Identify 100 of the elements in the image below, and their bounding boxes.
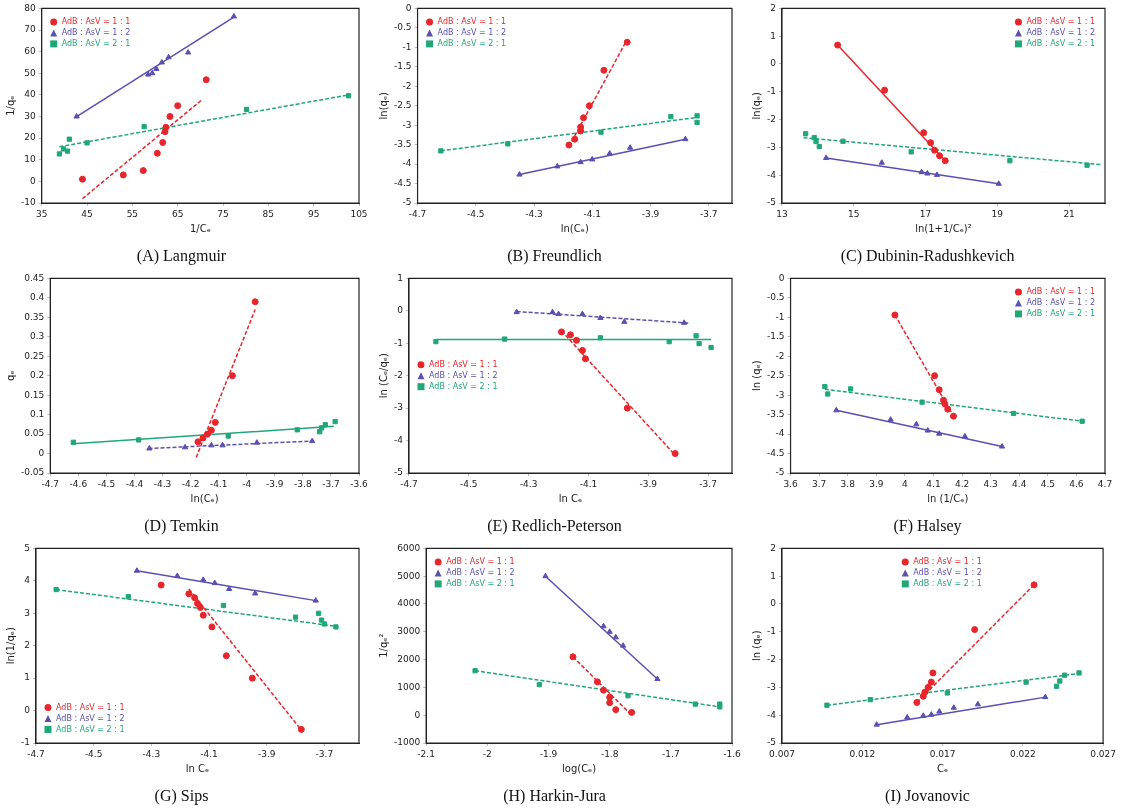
legend-label: AdB : AsV = 1 : 2	[913, 567, 982, 577]
text: (B) Freundlich	[507, 246, 602, 265]
y-tick-label: -1.5	[394, 61, 412, 72]
y-tick-label: -3.5	[394, 138, 412, 149]
x-tick-label: -4.3	[153, 478, 172, 489]
x-tick-label: 4.3	[983, 478, 998, 489]
y-tick-label: 0.45	[24, 272, 45, 283]
x-tick-label: 4.4	[1012, 478, 1027, 489]
x-tick-label: 0.017	[929, 748, 956, 759]
y-tick-label: 0.05	[24, 428, 45, 439]
legend-label: AdB : AsV = 2 : 1	[1026, 38, 1095, 48]
x-tick-label: 0.012	[849, 748, 876, 759]
x-axis-title: ln Cₑ	[558, 493, 583, 505]
y-tick-label: -3	[766, 681, 776, 692]
y-tick-label: -2	[402, 80, 412, 91]
x-tick-label: 3.8	[840, 478, 856, 489]
x-tick-label: -2	[482, 748, 492, 759]
legend-label: AdB : AsV = 1 : 2	[1026, 27, 1095, 37]
y-tick-label: -0.05	[20, 467, 45, 478]
x-tick-label: -4.3	[525, 208, 543, 219]
x-tick-label: -3.7	[315, 748, 334, 759]
x-tick-label: 35	[35, 208, 48, 219]
y-tick-label: 0.1	[29, 408, 45, 419]
y-tick-label: -3.5	[767, 408, 785, 419]
y-tick-label: 3000	[397, 626, 421, 637]
x-tick-label: -1.6	[723, 748, 742, 759]
x-tick-label: -4.1	[579, 478, 598, 489]
legend-label: AdB : AsV = 1 : 1	[437, 16, 507, 26]
x-tick-label: -3.8	[294, 478, 312, 489]
x-tick-label: 45	[81, 208, 93, 219]
x-tick-label: -3.9	[257, 748, 276, 759]
x-tick-label: 105	[350, 208, 368, 219]
y-tick-label: -4	[393, 434, 404, 445]
x-tick-label: 3.7	[811, 478, 827, 489]
legend-label: AdB : AsV = 1 : 2	[55, 713, 125, 723]
x-tick-label: -4.5	[84, 748, 103, 759]
y-tick-label: -3	[775, 389, 785, 400]
y-tick-label: -4	[402, 158, 412, 169]
x-tick-label: -3.7	[699, 478, 717, 489]
x-axis-title: 1/Cₑ	[189, 223, 211, 235]
x-tick-label: 19	[991, 208, 1004, 219]
legend-label: AdB : AsV = 1 : 1	[61, 16, 131, 26]
x-axis-title: ln (1/Cₑ)	[927, 493, 969, 505]
x-tick-label: 55	[126, 208, 139, 219]
x-tick-label: 3.9	[869, 478, 884, 489]
x-tick-label: -4.3	[142, 748, 161, 759]
y-tick-label: -5	[393, 467, 403, 478]
y-tick-label: 0	[770, 58, 777, 69]
y-tick-label: 0	[405, 2, 412, 13]
x-tick-label: -4.7	[41, 478, 60, 489]
x-tick-label: -4.7	[400, 478, 418, 489]
x-tick-label: -4.2	[181, 478, 200, 489]
x-tick-label: -3.7	[322, 478, 340, 489]
y-tick-label: 2	[24, 640, 30, 651]
y-tick-label: 0.35	[24, 311, 45, 322]
y-tick-label: 0.4	[29, 292, 45, 303]
x-tick-label: -1.7	[662, 748, 680, 759]
y-axis-title: 1/qₑ²	[377, 633, 389, 658]
y-tick-label: 40	[24, 89, 36, 100]
y-tick-label: 0	[770, 598, 777, 609]
legend-label: AdB : AsV = 2 : 1	[913, 578, 982, 588]
y-tick-label: -4.5	[767, 447, 785, 458]
legend-label: AdB : AsV = 1 : 1	[1026, 16, 1095, 26]
y-tick-label: 60	[24, 45, 36, 56]
y-tick-label: 70	[24, 24, 36, 35]
x-tick-label: -3.9	[266, 478, 284, 489]
x-tick-label: 0.027	[1090, 748, 1116, 759]
y-tick-label: 5	[24, 542, 30, 553]
y-tick-label: -3	[766, 141, 776, 152]
legend-label: AdB : AsV = 1 : 2	[437, 27, 507, 37]
y-tick-label: 0	[29, 175, 36, 186]
x-tick-label: -4.7	[27, 748, 45, 759]
y-tick-label: 0	[778, 272, 785, 283]
y-axis-title: ln(qₑ)	[750, 91, 762, 120]
y-axis-title: ln (qₑ)	[750, 630, 762, 662]
y-tick-label: -1	[766, 86, 776, 97]
x-tick-label: 17	[919, 208, 932, 219]
x-tick-label: 65	[171, 208, 184, 219]
x-tick-label: -4.1	[209, 478, 228, 489]
y-axis-title: qₑ	[4, 370, 16, 381]
x-axis-title: ln Cₑ	[185, 763, 210, 775]
x-tick-label: -4.5	[467, 208, 485, 219]
legend-label: AdB : AsV = 1 : 2	[1026, 297, 1095, 307]
y-tick-label: 1	[24, 672, 30, 683]
legend-label: AdB : AsV = 1 : 1	[913, 556, 982, 566]
x-axis-title: Cₑ	[936, 763, 949, 775]
y-tick-label: 50	[24, 67, 36, 78]
y-tick-label: -1.5	[767, 331, 785, 342]
x-tick-label: -3.9	[639, 478, 658, 489]
y-tick-label: 0.15	[24, 389, 45, 400]
x-tick-label: 13	[776, 208, 788, 219]
legend-label: AdB : AsV = 1 : 1	[1026, 286, 1095, 296]
y-tick-label: 80	[24, 2, 36, 13]
x-axis-title: ln(Cₑ)	[190, 493, 219, 505]
y-tick-label: 1	[770, 30, 776, 41]
x-tick-label: -3.9	[641, 208, 660, 219]
y-axis-title: ln (Cₑ/qₑ)	[377, 353, 389, 399]
y-tick-label: -1	[393, 337, 403, 348]
text: (I) Jovanovic	[885, 786, 970, 805]
y-tick-label: -3	[402, 119, 412, 130]
